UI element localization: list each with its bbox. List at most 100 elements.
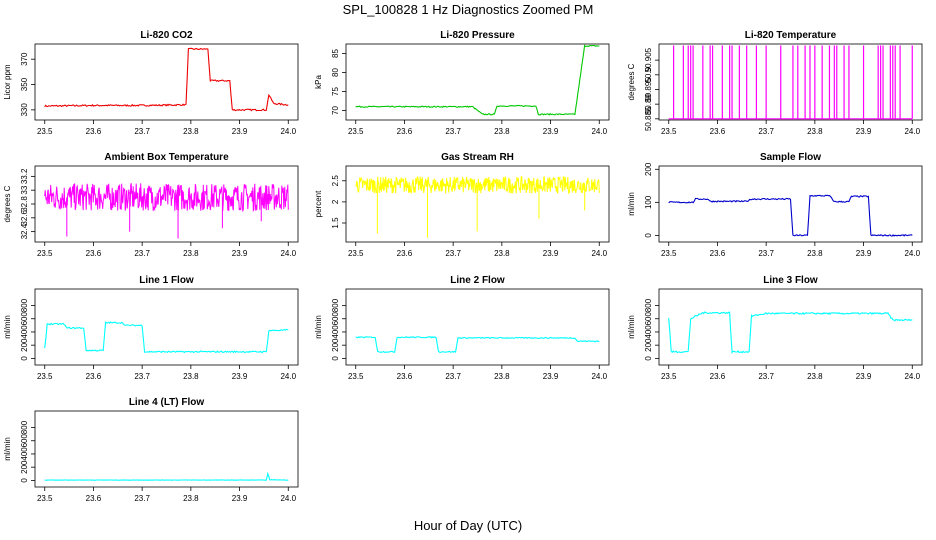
y-tick-label: 200 (331, 338, 340, 352)
x-tick-label: 23.8 (183, 249, 199, 258)
panel-5: Gas Stream RH percent 23.5 23.6 23.7 23.8 23.9… (314, 152, 610, 258)
y-tick-label: 600 (20, 434, 29, 448)
y-tick-label: 370 (20, 52, 29, 66)
x-tick-label: 23.8 (807, 127, 823, 136)
panel-title: Gas Stream RH (441, 152, 514, 163)
x-tick-label: 24.0 (904, 249, 920, 258)
x-tick-label: 23.7 (134, 127, 150, 136)
x-tick-label: 23.7 (445, 249, 461, 258)
y-tick-label: 0 (20, 478, 29, 483)
series-line (668, 311, 913, 354)
x-tick-label: 24.0 (591, 127, 607, 136)
x-tick-label: 23.5 (348, 249, 364, 258)
x-tick-label: 23.6 (710, 249, 726, 258)
panel-title: Line 4 (LT) Flow (129, 397, 205, 408)
y-tick-label: 200 (20, 460, 29, 474)
plot-frame (34, 410, 299, 488)
y-tick-label: 400 (331, 325, 340, 339)
x-tick-label: 23.8 (494, 127, 510, 136)
y-tick-label: 75 (331, 87, 340, 96)
panel-4: Ambient Box Temperature degrees C 23.5 23.6… (3, 152, 299, 258)
panel-title: Ambient Box Temperature (104, 152, 229, 163)
x-tick-label: 23.6 (710, 372, 726, 381)
x-tick-label: 23.9 (232, 494, 248, 503)
y-tick-label: 50.885 (644, 106, 653, 131)
y-axis-label: degrees C (627, 63, 636, 100)
panel-6: Sample Flow ml/min 23.5 23.6 23.7 23.8 23.9 24.… (627, 152, 923, 258)
y-tick-label: 32.8 (20, 196, 29, 212)
x-tick-label: 23.7 (445, 372, 461, 381)
y-axis-label: degrees C (3, 185, 12, 222)
y-axis-label: kPa (314, 75, 323, 89)
series-line (44, 471, 289, 481)
series-line (44, 321, 289, 354)
y-tick-label: 200 (20, 338, 29, 352)
y-tick-label: 2 (331, 199, 340, 204)
y-tick-label: 32.4 (20, 223, 29, 239)
panel-10: Line 4 (LT) Flow ml/min 23.5 23.6 23.7 23.8 23… (3, 397, 299, 503)
y-tick-label: 70 (331, 106, 340, 115)
y-axis-label: ml/min (627, 315, 636, 339)
y-tick-label: 800 (644, 298, 653, 312)
y-tick-label: 100 (644, 195, 653, 209)
y-tick-label: 50.89 (644, 94, 653, 115)
x-tick-label: 23.7 (758, 249, 774, 258)
panel-title: Li-820 Temperature (745, 30, 837, 41)
x-tick-label: 23.5 (661, 372, 677, 381)
y-axis-label: ml/min (314, 315, 323, 339)
panel-2: Li-820 Pressure kPa 23.5 23.6 23.7 23.8 23.9 24… (314, 30, 610, 136)
x-tick-label: 23.5 (348, 372, 364, 381)
y-tick-label: 50.9 (644, 66, 653, 82)
x-tick-label: 24.0 (280, 127, 296, 136)
x-tick-label: 23.8 (494, 249, 510, 258)
panel-8: Line 2 Flow ml/min 23.5 23.6 23.7 23.8 23.9 24.… (314, 275, 610, 381)
x-tick-label: 23.5 (661, 127, 677, 136)
x-tick-label: 23.6 (397, 372, 413, 381)
plot-frame (658, 165, 923, 243)
x-tick-label: 24.0 (904, 127, 920, 136)
plot-frame (345, 288, 610, 366)
x-tick-label: 23.5 (37, 249, 53, 258)
x-tick-label: 24.0 (591, 372, 607, 381)
x-tick-label: 24.0 (904, 372, 920, 381)
y-tick-label: 800 (20, 298, 29, 312)
series-line (668, 194, 913, 237)
y-tick-label: 400 (644, 325, 653, 339)
x-tick-label: 23.9 (543, 249, 559, 258)
x-tick-label: 23.8 (494, 372, 510, 381)
y-tick-label: 50.895 (644, 77, 653, 102)
y-axis-label: percent (314, 190, 323, 217)
y-axis-label: ml/min (3, 315, 12, 339)
x-tick-label: 23.5 (37, 494, 53, 503)
y-tick-label: 800 (20, 420, 29, 434)
x-tick-label: 23.7 (134, 494, 150, 503)
x-tick-label: 23.6 (86, 372, 102, 381)
y-tick-label: 32.6 (20, 209, 29, 225)
x-tick-label: 23.7 (758, 127, 774, 136)
x-tick-label: 24.0 (280, 372, 296, 381)
y-tick-label: 600 (331, 312, 340, 326)
x-tick-label: 23.6 (86, 127, 102, 136)
y-axis-label: Licor ppm (3, 64, 12, 99)
y-tick-label: 33 (20, 185, 29, 194)
x-tick-label: 23.9 (856, 127, 872, 136)
x-tick-label: 23.9 (543, 372, 559, 381)
panel-title: Line 3 Flow (763, 275, 818, 286)
panel-title: Li-820 CO2 (140, 30, 193, 41)
y-tick-label: 50.905 (644, 47, 653, 72)
x-tick-label: 23.7 (134, 372, 150, 381)
x-tick-label: 24.0 (280, 249, 296, 258)
series-line (355, 336, 600, 354)
y-tick-label: 400 (20, 447, 29, 461)
x-tick-label: 23.8 (807, 372, 823, 381)
x-tick-label: 23.8 (183, 372, 199, 381)
panel-title: Line 1 Flow (139, 275, 194, 286)
x-tick-label: 23.6 (86, 494, 102, 503)
y-axis-label: ml/min (627, 192, 636, 216)
plot-frame (34, 165, 299, 243)
x-tick-label: 23.5 (37, 127, 53, 136)
plot-frame (345, 165, 610, 243)
x-tick-label: 23.5 (37, 372, 53, 381)
y-tick-label: 200 (644, 162, 653, 176)
